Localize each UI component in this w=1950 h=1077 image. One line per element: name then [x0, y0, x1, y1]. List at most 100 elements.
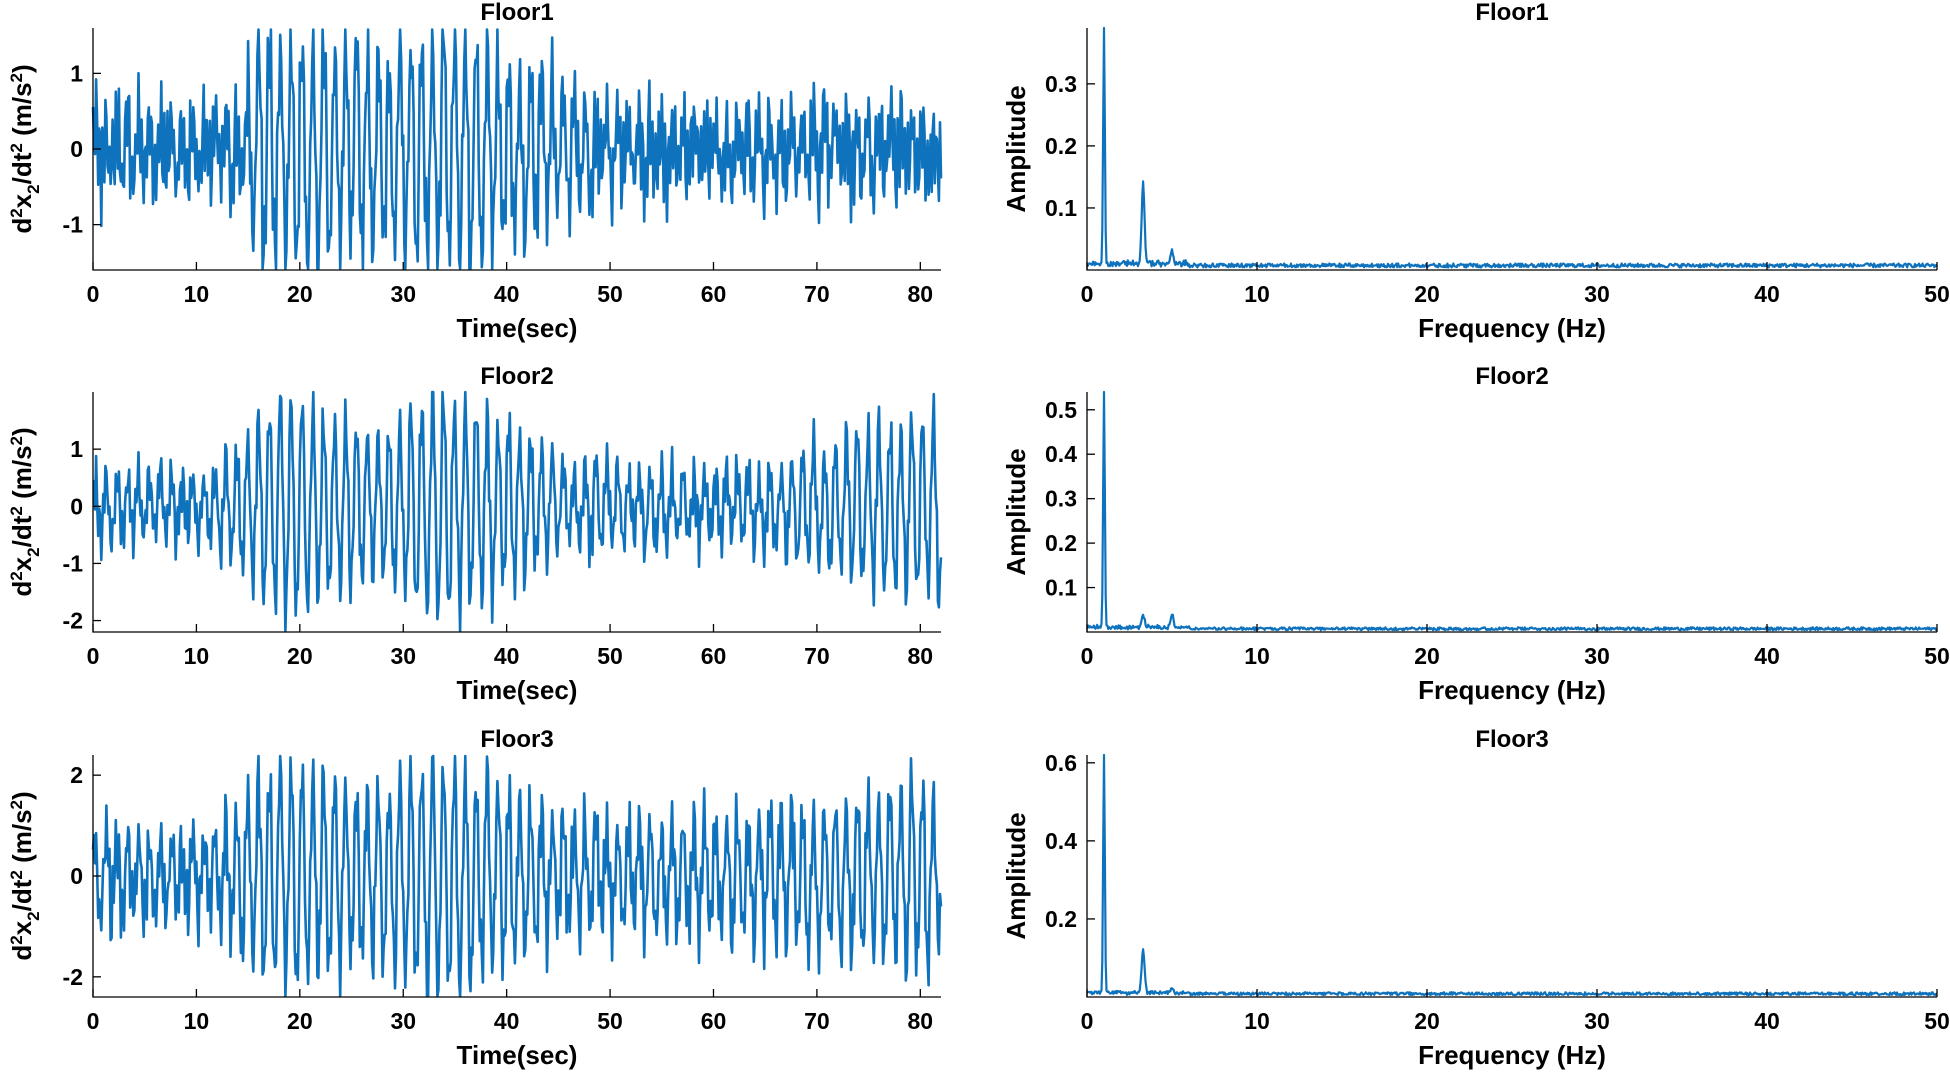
x-tick-label: 80 [908, 643, 934, 669]
x-tick-label: 60 [701, 281, 727, 307]
y-tick-label: 0.1 [1045, 575, 1077, 601]
y-tick-label: 2 [70, 762, 83, 788]
x-tick-label: 20 [287, 1008, 313, 1034]
y-tick-label: -2 [63, 608, 83, 634]
x-tick-label: 10 [184, 281, 210, 307]
y-axis-label: Amplitude [1001, 85, 1031, 212]
y-tick-label: 1 [70, 436, 83, 462]
x-tick-label: 30 [390, 643, 416, 669]
x-axis-label-text: Time(sec) [457, 1040, 578, 1070]
x-axis-label: Frequency (Hz) [1418, 1040, 1606, 1070]
series-line [1086, 26, 1938, 269]
x-tick-label: 40 [1754, 1008, 1780, 1034]
panel-freq-floor2: Floor2 Amplitude Frequency (Hz) 0 10 20 30 4… [1001, 363, 1950, 705]
x-tick-label: 20 [1414, 281, 1440, 307]
y-axis-label-text: Amplitude [1001, 85, 1031, 212]
y-axis-label-text: d2x2/dt2 (m/s2) [7, 427, 43, 596]
x-tick-label: 50 [597, 643, 623, 669]
y-tick-label: 0 [70, 136, 83, 162]
chart-title: Floor1 [1475, 0, 1548, 26]
y-tick-label: 0.6 [1045, 750, 1077, 776]
x-tick-label: 30 [1584, 643, 1610, 669]
series-line [91, 754, 943, 998]
x-tick-label: 10 [184, 1008, 210, 1034]
y-tick-label: 0.3 [1045, 71, 1077, 97]
x-tick-label: 0 [87, 1008, 100, 1034]
chart-title: Floor3 [480, 726, 553, 753]
chart-title: Floor3 [1475, 726, 1548, 753]
y-tick-label: 0.4 [1045, 441, 1077, 467]
panel-time-floor3: Floor3 d2x2/dt2 (m/s2) Time(sec) 0 10 20 30… [7, 726, 943, 1070]
y-tick-label: -2 [63, 964, 83, 990]
x-tick-label: 30 [390, 281, 416, 307]
x-tick-label: 50 [597, 1008, 623, 1034]
x-tick-label: 20 [287, 643, 313, 669]
chart-title-text: Floor3 [480, 726, 553, 753]
x-tick-label: 80 [908, 1008, 934, 1034]
chart-title: Floor2 [1475, 363, 1548, 390]
y-axis-label-text: Amplitude [1001, 448, 1031, 575]
y-tick-label: 0.3 [1045, 486, 1077, 512]
axes-frame [1086, 392, 1937, 633]
x-tick-label: 10 [1244, 1008, 1270, 1034]
chart-title-text: Floor1 [480, 0, 553, 26]
y-tick-label: 0 [70, 493, 83, 519]
x-tick-label: 50 [1924, 1008, 1950, 1034]
x-tick-label: 30 [390, 1008, 416, 1034]
y-tick-label: 0.2 [1045, 906, 1077, 932]
chart-title-text: Floor2 [480, 363, 553, 390]
chart-title-text: Floor2 [1475, 363, 1548, 390]
x-tick-label: 40 [494, 643, 520, 669]
x-tick-label: 0 [87, 643, 100, 669]
y-tick-label: 0.4 [1045, 828, 1077, 854]
series-line [1086, 753, 1938, 997]
x-tick-label: 40 [1754, 281, 1780, 307]
y-axis-label: Amplitude [1001, 448, 1031, 575]
chart-title-text: Floor1 [1475, 0, 1548, 26]
x-axis-label-text: Time(sec) [457, 313, 578, 343]
x-axis-label: Time(sec) [457, 313, 578, 343]
x-axis-label-text: Frequency (Hz) [1418, 675, 1606, 705]
x-tick-label: 50 [1924, 281, 1950, 307]
x-tick-label: 80 [908, 281, 934, 307]
x-tick-label: 50 [1924, 643, 1950, 669]
y-tick-label: 0.2 [1045, 530, 1077, 556]
y-axis-label: d2x2/dt2 (m/s2) [7, 427, 43, 596]
x-tick-label: 70 [804, 281, 830, 307]
panel-time-floor1: Floor1 d2x2/dt2 (m/s2) Time(sec) 0 10 20 30… [7, 0, 943, 343]
x-tick-label: 70 [804, 1008, 830, 1034]
panel-freq-floor3: Floor3 Amplitude Frequency (Hz) 0 10 20 30 4… [1001, 726, 1950, 1070]
x-tick-label: 0 [1081, 281, 1094, 307]
panel-time-floor2: Floor2 d2x2/dt2 (m/s2) Time(sec) 0 10 20 30… [7, 363, 943, 705]
x-tick-label: 10 [1244, 281, 1270, 307]
x-axis-label: Frequency (Hz) [1418, 675, 1606, 705]
x-axis-label: Frequency (Hz) [1418, 313, 1606, 343]
x-tick-label: 20 [1414, 1008, 1440, 1034]
y-tick-label: 0.2 [1045, 133, 1077, 159]
series-line [92, 390, 943, 633]
y-tick-label: -1 [63, 550, 84, 576]
x-axis-label: Time(sec) [457, 675, 578, 705]
chart-title: Floor1 [480, 0, 553, 26]
x-tick-label: 60 [701, 1008, 727, 1034]
y-axis-label: Amplitude [1001, 812, 1031, 939]
series-line [1086, 390, 1938, 632]
x-axis-label-text: Frequency (Hz) [1418, 313, 1606, 343]
x-tick-label: 30 [1584, 281, 1610, 307]
y-axis-label: d2x2/dt2 (m/s2) [7, 791, 43, 960]
y-tick-label: 0.1 [1045, 195, 1077, 221]
panel-freq-floor1: Floor1 Amplitude Frequency (Hz) 0 10 20 30 4… [1001, 0, 1950, 343]
x-tick-label: 10 [184, 643, 210, 669]
chart-title-text: Floor3 [1475, 726, 1548, 753]
x-tick-label: 0 [87, 281, 100, 307]
y-tick-label: 0 [70, 863, 83, 889]
axes-frame [1086, 755, 1937, 998]
x-tick-label: 70 [804, 643, 830, 669]
y-axis-label-text: d2x2/dt2 (m/s2) [7, 791, 43, 960]
x-axis-label-text: Time(sec) [457, 675, 578, 705]
y-axis-label: d2x2/dt2 (m/s2) [7, 64, 43, 233]
chart-title: Floor2 [480, 363, 553, 390]
axes-frame [1086, 28, 1937, 271]
x-axis-label: Time(sec) [457, 1040, 578, 1070]
x-tick-label: 60 [701, 643, 727, 669]
